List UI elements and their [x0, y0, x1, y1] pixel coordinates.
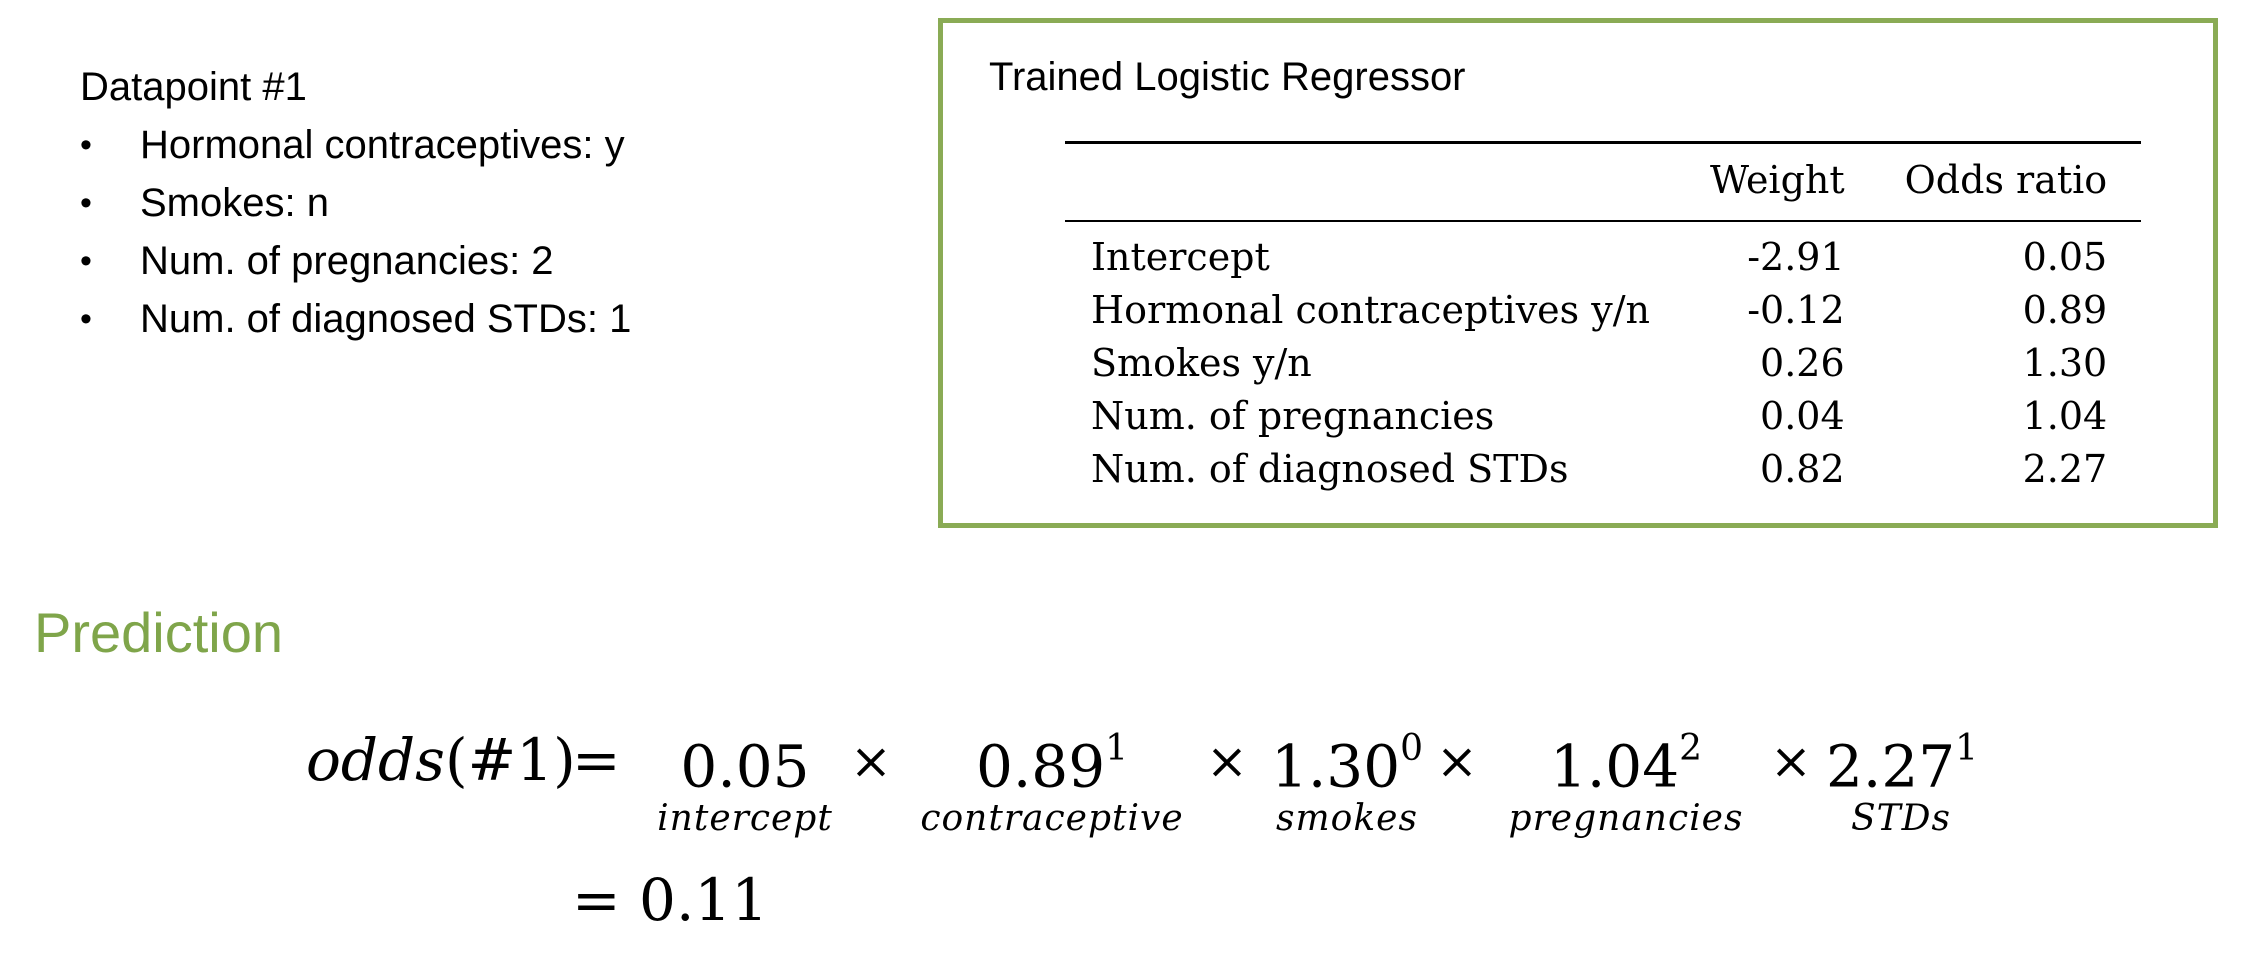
weight-cell: -0.12: [1747, 288, 1845, 332]
column-header-odds-ratio: Odds ratio: [1904, 158, 2108, 202]
regressor-table: Weight Odds ratio Intercept -2.91 0.05 H…: [1065, 141, 2142, 496]
lhs-function: odds: [306, 726, 445, 794]
table-row: Num. of diagnosed STDs 0.82 2.27: [1065, 443, 2141, 496]
result-value: 0.11: [639, 866, 769, 934]
equation-lhs: odds(#1): [306, 726, 576, 794]
column-header-weight: Weight: [1709, 158, 1845, 202]
feature-cell: Hormonal contraceptives y/n: [1091, 288, 1650, 332]
weight-cell: 0.82: [1760, 447, 1845, 491]
factor-label: pregnancies: [1508, 798, 1744, 840]
datapoint-title: Datapoint #1: [80, 65, 307, 109]
times-sign: ×: [1206, 732, 1248, 790]
factor-value: 0.89: [975, 732, 1106, 801]
factor-pregnancies: 1.042 pregnancies: [1492, 722, 1760, 839]
factor-stds: 2.271 STDs: [1826, 722, 1979, 840]
table-row: Hormonal contraceptives y/n -0.12 0.89: [1065, 284, 2141, 337]
factor-exponent: 2: [1679, 728, 1703, 769]
factor-exponent: 0: [1400, 728, 1424, 769]
table-header-row: Weight Odds ratio: [1065, 142, 2142, 222]
table-row: Smokes y/n 0.26 1.30: [1065, 337, 2141, 390]
factor-contraceptive: 0.891 contraceptive: [904, 722, 1200, 839]
panel-title: Trained Logistic Regressor: [989, 55, 1466, 99]
datapoint-item: Smokes: n: [80, 174, 631, 232]
factor-exponent: 1: [1955, 728, 1979, 769]
equals-sign: =: [572, 726, 621, 794]
result-equals: =: [572, 866, 621, 934]
odds-ratio-cell: 0.05: [2022, 235, 2108, 279]
datapoint-list: Datapoint #1 Hormonal contraceptives: y …: [80, 58, 631, 348]
datapoint-item: Num. of diagnosed STDs: 1: [80, 290, 631, 348]
weight-cell: 0.26: [1760, 341, 1845, 385]
table-row: Num. of pregnancies 0.04 1.04: [1065, 390, 2141, 443]
column-header-feature: [1065, 143, 1684, 222]
feature-cell: Num. of pregnancies: [1091, 394, 1495, 438]
feature-cell: Smokes y/n: [1091, 341, 1312, 385]
odds-ratio-cell: 1.04: [2022, 394, 2108, 438]
weight-cell: -2.91: [1747, 235, 1845, 279]
datapoint-item: Num. of pregnancies: 2: [80, 232, 631, 290]
lhs-argument: #1: [467, 726, 554, 794]
odds-ratio-cell: 2.27: [2022, 447, 2108, 491]
odds-ratio-cell: 1.30: [2022, 341, 2108, 385]
times-sign: ×: [850, 732, 892, 790]
weight-cell: 0.04: [1760, 394, 1845, 438]
datapoint-item: Hormonal contraceptives: y: [80, 116, 631, 174]
equation-result: = 0.11: [572, 866, 768, 934]
factor-value: 0.05: [680, 732, 810, 801]
factor-value: 2.27: [1826, 732, 1956, 801]
times-sign: ×: [1436, 732, 1478, 790]
factor-label: intercept: [657, 798, 833, 840]
odds-ratio-cell: 0.89: [2022, 288, 2108, 332]
factor-label: STDs: [1850, 798, 1951, 840]
datapoint-items: Hormonal contraceptives: y Smokes: n Num…: [80, 116, 631, 348]
factor-label: smokes: [1276, 798, 1418, 840]
feature-cell: Intercept: [1091, 235, 1270, 279]
times-sign: ×: [1770, 732, 1812, 790]
factor-label: contraceptive: [920, 798, 1184, 840]
regressor-panel: Trained Logistic Regressor Weight Odds r…: [938, 18, 2218, 528]
factor-intercept: 0.05 intercept: [640, 722, 850, 839]
factor-exponent: 1: [1105, 728, 1129, 769]
prediction-heading: Prediction: [34, 601, 284, 664]
table-row: Intercept -2.91 0.05: [1065, 221, 2141, 284]
factor-value: 1.30: [1270, 732, 1401, 801]
factor-value: 1.04: [1549, 732, 1680, 801]
feature-cell: Num. of diagnosed STDs: [1091, 447, 1569, 491]
factor-smokes: 1.300 smokes: [1262, 722, 1432, 839]
